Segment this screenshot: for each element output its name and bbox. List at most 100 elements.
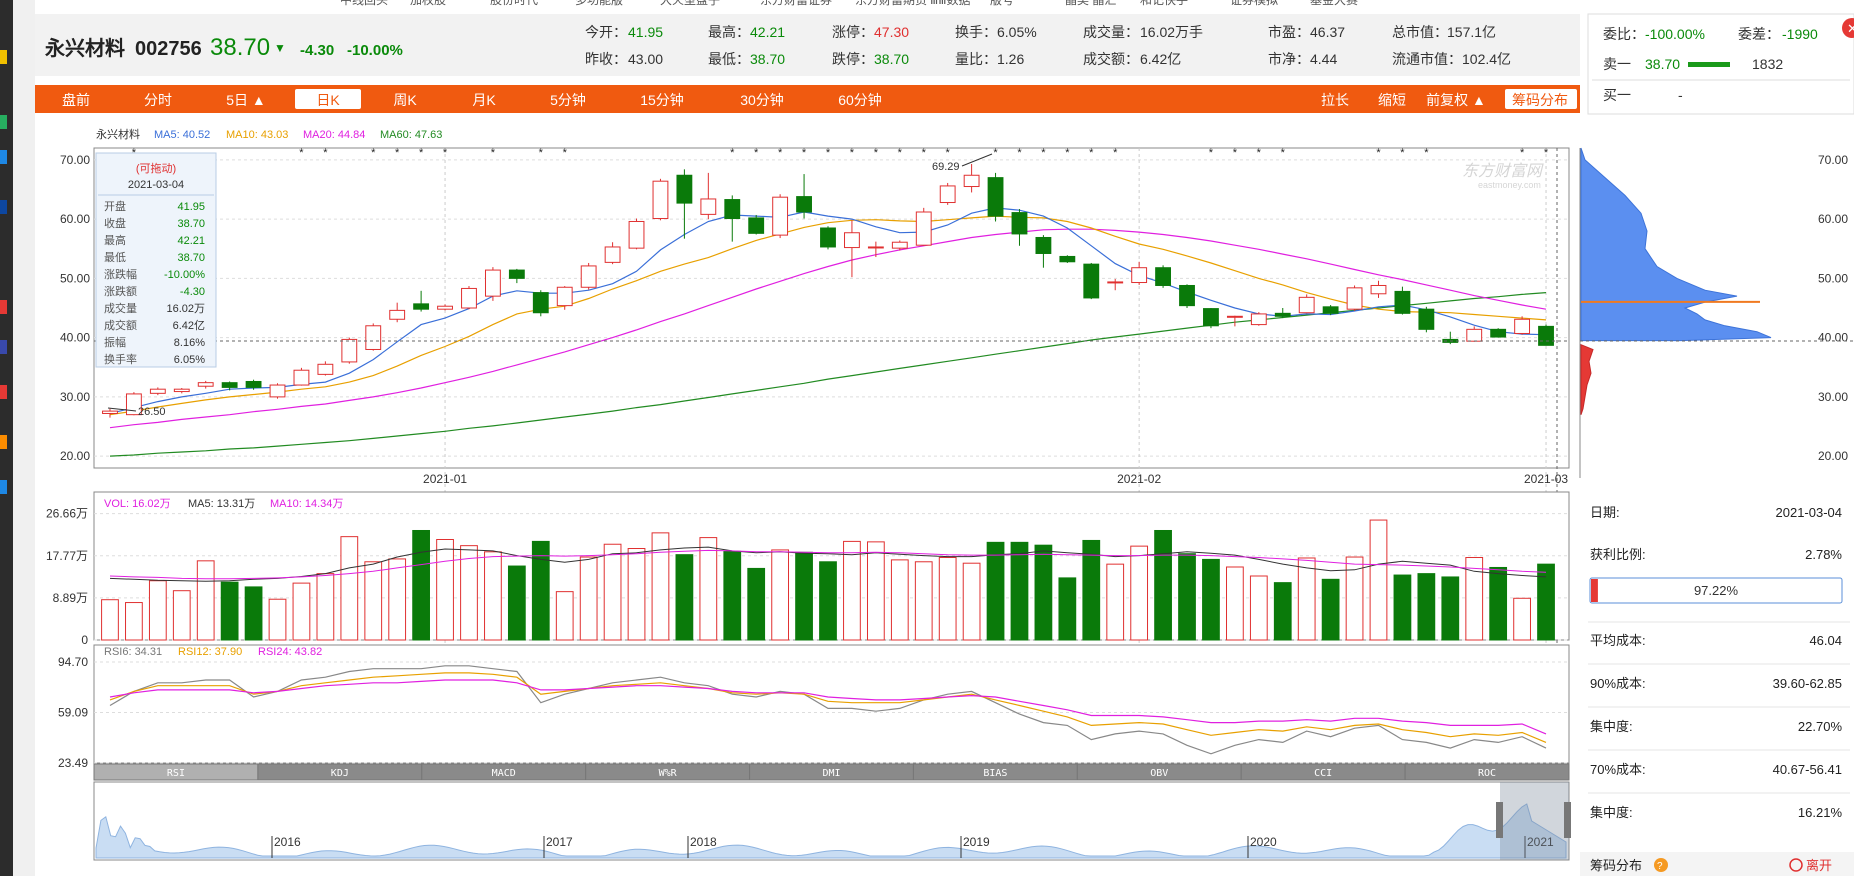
volume-bar[interactable] <box>651 532 670 641</box>
top-menu-item[interactable]: 大火型盘子 <box>660 0 720 7</box>
volume-bar[interactable] <box>1345 556 1364 641</box>
volume-bar[interactable] <box>1489 566 1508 641</box>
candle-body[interactable] <box>1203 308 1219 327</box>
candle-body[interactable] <box>915 211 932 246</box>
indicator-tab-obv[interactable]: OBV <box>1150 768 1168 779</box>
event-marker[interactable]: * <box>1544 147 1549 159</box>
candle-body[interactable] <box>1370 284 1387 295</box>
event-marker[interactable]: * <box>323 147 328 159</box>
volume-bar[interactable] <box>316 573 335 641</box>
volume-bar[interactable] <box>699 537 718 641</box>
volume-bar[interactable] <box>1058 577 1077 641</box>
indicator-tab-bias[interactable]: BIAS <box>983 768 1007 779</box>
candle-body[interactable] <box>341 338 358 363</box>
top-menu-item[interactable]: 基金大赛 <box>1310 0 1358 7</box>
volume-bar[interactable] <box>1154 529 1172 641</box>
candle-body[interactable] <box>1083 263 1100 299</box>
candle-body[interactable] <box>508 269 525 279</box>
volume-bar[interactable] <box>196 560 215 641</box>
volume-bar[interactable] <box>172 590 191 641</box>
event-marker[interactable]: * <box>1113 147 1118 159</box>
candle-body[interactable] <box>1226 315 1243 318</box>
volume-bar[interactable] <box>1441 576 1460 641</box>
candle-body[interactable] <box>891 241 908 249</box>
candle-body[interactable] <box>796 196 812 213</box>
event-marker[interactable]: * <box>1233 147 1238 159</box>
event-marker[interactable]: * <box>299 147 304 159</box>
event-marker[interactable]: * <box>1041 147 1046 159</box>
event-marker[interactable]: * <box>371 147 376 159</box>
candle-body[interactable] <box>1107 281 1124 284</box>
volume-bar[interactable] <box>890 559 909 641</box>
event-marker[interactable]: * <box>993 147 998 159</box>
candle-body[interactable] <box>939 185 956 204</box>
indicator-tab-cci[interactable]: CCI <box>1314 768 1332 779</box>
candle-body[interactable] <box>293 369 310 386</box>
volume-bar[interactable] <box>125 602 143 641</box>
sidebar-icon[interactable] <box>0 50 7 64</box>
candle-body[interactable] <box>652 180 669 220</box>
sidebar-icon[interactable] <box>0 200 7 214</box>
rsi-chart[interactable]: 94.70 59.09 23.49 RSI6: 34.31 RSI12: 37.90… <box>58 644 1570 770</box>
volume-bar[interactable] <box>1010 541 1029 641</box>
volume-bar[interactable] <box>244 586 263 641</box>
candle-body[interactable] <box>867 246 884 249</box>
volume-bar[interactable] <box>747 567 766 641</box>
indicator-tab-bg[interactable] <box>1404 763 1570 781</box>
event-marker[interactable]: * <box>1281 147 1286 159</box>
top-menu-item[interactable]: 和记快手 <box>1140 0 1188 7</box>
volume-bar[interactable] <box>1178 553 1196 641</box>
top-menu-item[interactable]: 加权股 <box>410 0 446 7</box>
indicator-tab-dmi[interactable]: DMI <box>822 768 840 779</box>
volume-bar[interactable] <box>986 541 1005 641</box>
candle-body[interactable] <box>748 217 765 234</box>
candle-body[interactable] <box>676 174 693 204</box>
sidebar-icon[interactable] <box>0 300 7 314</box>
volume-bar[interactable] <box>795 551 813 641</box>
volume-bar[interactable] <box>675 554 694 641</box>
range-navigator[interactable]: 2016 2017 2018 2019 2020 2021 <box>93 781 1571 861</box>
volume-bar[interactable] <box>914 561 933 641</box>
volume-bar[interactable] <box>1226 566 1244 641</box>
volume-bar[interactable] <box>340 536 359 641</box>
volume-bar[interactable] <box>555 591 574 641</box>
candle-body[interactable] <box>149 388 166 394</box>
volume-bar[interactable] <box>531 540 550 641</box>
volume-bar[interactable] <box>1273 582 1292 641</box>
event-marker[interactable]: * <box>1376 147 1381 159</box>
tab-2[interactable]: 5日 ▲ <box>226 92 266 108</box>
candle-body[interactable] <box>1035 236 1052 254</box>
candle-body[interactable] <box>125 393 142 416</box>
sidebar-icon[interactable] <box>0 115 7 129</box>
event-marker[interactable]: * <box>874 147 879 159</box>
volume-bar[interactable] <box>1417 573 1436 641</box>
leave-button[interactable]: 离开 <box>1806 858 1832 873</box>
tab-4[interactable]: 周K <box>393 92 417 108</box>
candle-body[interactable] <box>580 265 597 288</box>
event-marker[interactable]: * <box>898 147 903 159</box>
event-marker[interactable]: * <box>826 147 831 159</box>
volume-bar[interactable] <box>1202 558 1220 641</box>
volume-bar[interactable] <box>627 548 646 641</box>
volume-bar[interactable] <box>938 557 957 641</box>
volume-bar[interactable] <box>1369 519 1388 641</box>
candle-body[interactable] <box>844 232 860 249</box>
volume-bar[interactable] <box>1513 597 1531 641</box>
top-menu-item[interactable]: 东方财富证券 <box>760 0 832 7</box>
candle-body[interactable] <box>724 199 741 220</box>
event-marker[interactable]: * <box>1209 147 1214 159</box>
volume-bar[interactable] <box>507 565 526 641</box>
candle-body[interactable] <box>1274 312 1291 317</box>
candle-body[interactable] <box>1538 325 1554 346</box>
event-marker[interactable]: * <box>539 147 544 159</box>
top-menu-item[interactable]: 版号 <box>990 0 1014 7</box>
candle-body[interactable] <box>461 287 477 309</box>
tab-9[interactable]: 60分钟 <box>838 92 882 108</box>
candle-body[interactable] <box>772 196 789 236</box>
candle-body[interactable] <box>1179 284 1195 307</box>
event-marker[interactable]: * <box>850 147 855 159</box>
volume-bar[interactable] <box>843 540 861 641</box>
volume-bar[interactable] <box>484 551 502 641</box>
volume-bar[interactable] <box>364 561 383 641</box>
volume-bar[interactable] <box>1465 557 1484 641</box>
